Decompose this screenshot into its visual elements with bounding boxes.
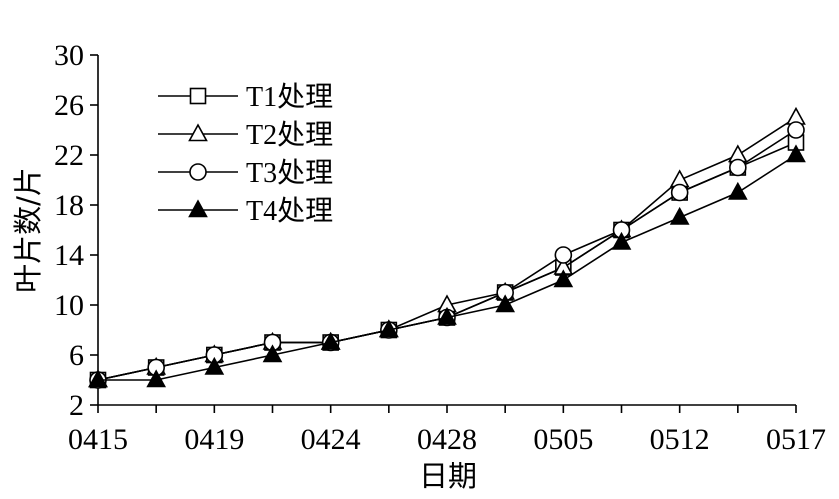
x-ticks: 0415 0419 0424 0428 0505 0512 0517	[68, 405, 826, 456]
data-point	[669, 206, 690, 225]
y-tick-label: 30	[54, 39, 84, 72]
series-4	[88, 144, 806, 388]
series-line	[98, 154, 797, 381]
y-tick-label: 2	[69, 389, 84, 422]
y-tick-label: 22	[54, 139, 84, 172]
axes	[97, 55, 796, 406]
data-point	[786, 144, 806, 163]
legend-label: T2处理	[246, 119, 333, 151]
x-tick-label: 0428	[417, 423, 477, 456]
x-tick-label: 0512	[650, 423, 710, 456]
series-layer	[88, 106, 806, 389]
data-point	[729, 158, 747, 177]
data-point	[554, 246, 573, 264]
data-point	[378, 319, 399, 338]
y-tick-label: 26	[54, 89, 84, 122]
legend-label: T4处理	[246, 195, 333, 227]
legend: T1处理 T2处理 T3处理 T4处理	[158, 81, 333, 227]
data-point	[495, 294, 516, 313]
series-2	[88, 106, 806, 388]
y-tick-label: 18	[54, 189, 84, 222]
y-tick-label: 14	[54, 239, 84, 272]
x-tick-label: 0517	[766, 423, 826, 456]
x-tick-label: 0419	[184, 423, 244, 456]
data-point	[670, 183, 689, 202]
legend-item: T1处理	[158, 81, 333, 113]
series-line	[97, 116, 797, 381]
data-point	[611, 231, 632, 250]
data-point	[204, 356, 225, 375]
x-axis-title: 日期	[419, 459, 477, 493]
y-tick-label: 10	[54, 289, 84, 322]
legend-label: T3处理	[246, 157, 333, 189]
data-point	[320, 331, 341, 350]
legend-item: T3处理	[158, 157, 333, 189]
data-point	[727, 181, 748, 200]
x-tick-label: 0424	[301, 423, 361, 456]
series-3	[89, 121, 805, 389]
data-point	[88, 369, 108, 388]
x-tick-label: 0415	[68, 423, 128, 456]
x-tick-label: 0505	[533, 423, 593, 456]
data-point	[787, 121, 805, 139]
data-point	[553, 269, 574, 288]
data-point	[146, 369, 167, 388]
data-point	[437, 306, 457, 325]
legend-item: T4处理	[158, 195, 333, 227]
legend-item: T2处理	[158, 119, 333, 151]
legend-marker	[188, 123, 208, 142]
legend-label: T1处理	[246, 81, 333, 113]
y-tick-label: 6	[69, 339, 84, 372]
data-point	[262, 344, 283, 363]
y-axis-title: 叶片数/片	[11, 167, 45, 293]
legend-marker	[189, 163, 207, 181]
legend-marker	[188, 199, 208, 218]
legend-marker	[189, 87, 207, 105]
